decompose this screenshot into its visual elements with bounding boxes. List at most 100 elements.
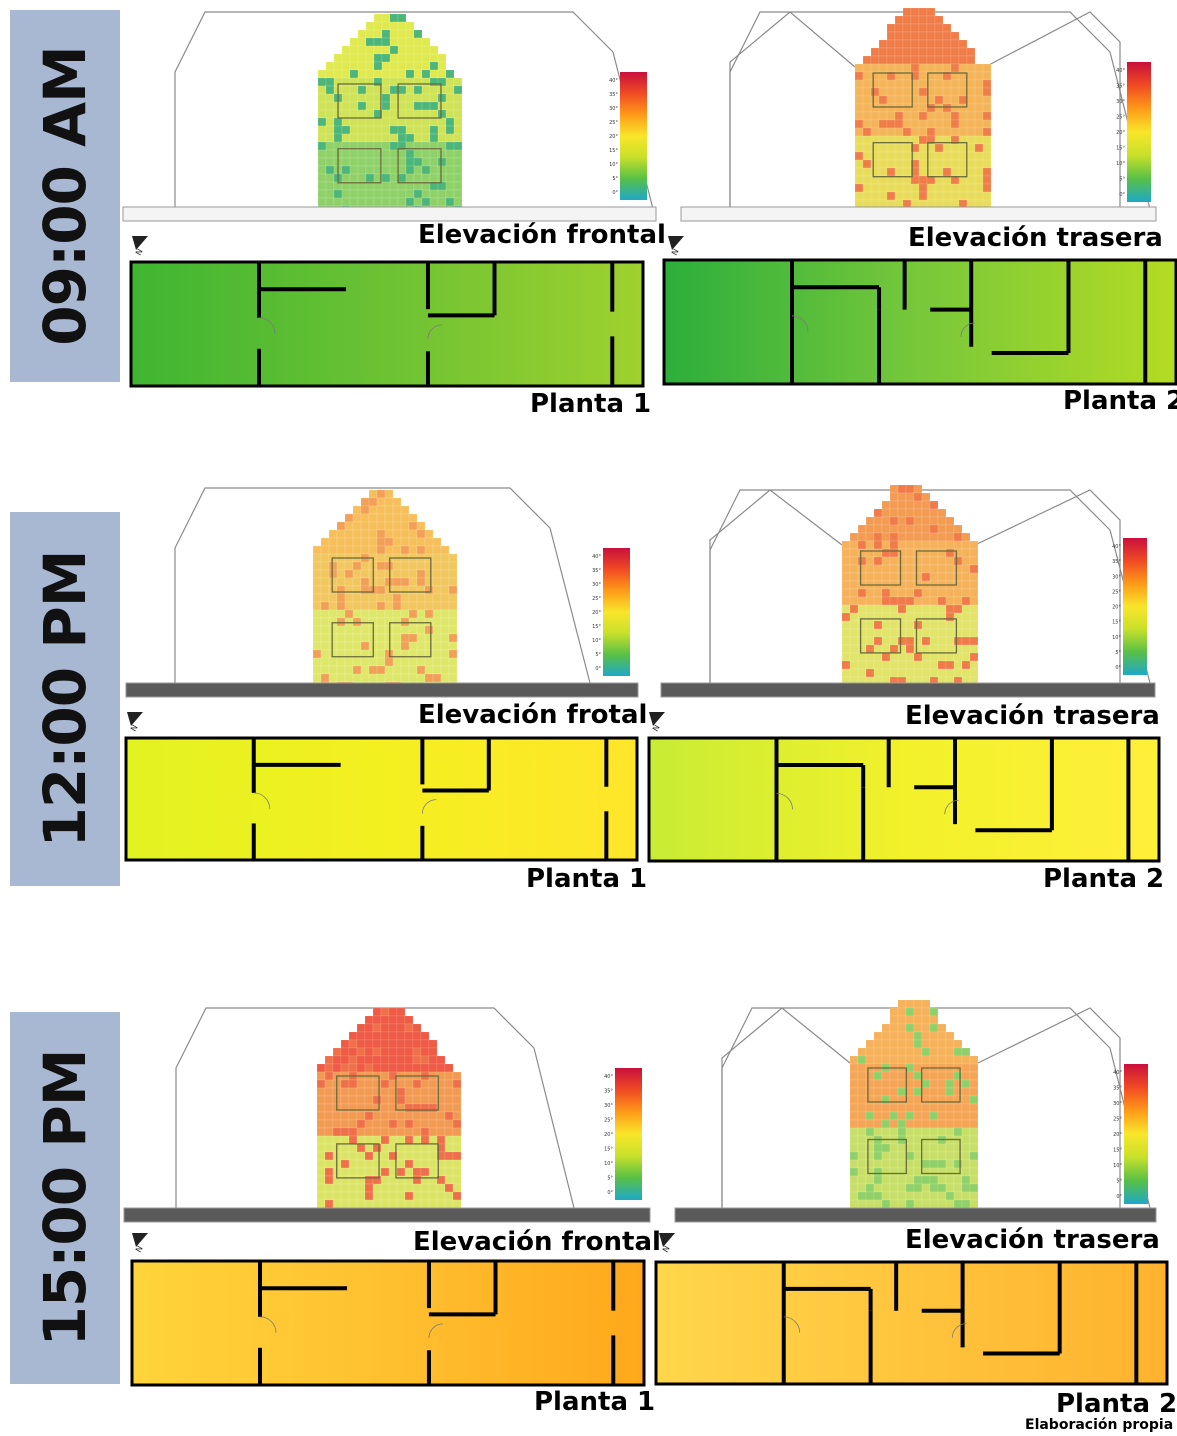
plan1-label-1200: Planta 1	[526, 864, 648, 894]
panel-1-rear-right-gable	[974, 489, 1121, 683]
panel-0-plan1-door-arcs	[258, 317, 442, 339]
panel-2-rear-scale-tick: 0°	[1116, 1194, 1122, 1200]
panel-0-rear-windows	[872, 72, 968, 178]
front-elevation-label-0900: Elevación frontal	[418, 220, 666, 250]
panel-1-front-scale-tick: 0°	[595, 666, 601, 672]
panel-2-front-scale-tick: 5°	[607, 1176, 613, 1182]
panel-2-front-scale-tick: 10°	[604, 1161, 613, 1167]
panel-0-rear-color-scale	[1127, 62, 1151, 202]
panel-2-plan2-floor-heatmap	[654, 1260, 1169, 1386]
plan1-label-0900: Planta 1	[530, 389, 652, 419]
credit-text: Elaboración propia	[1025, 1417, 1174, 1433]
rear-elevation-label-1500: Elevación trasera	[905, 1225, 1160, 1255]
panel-1-rear-scale-tick: 30°	[1112, 574, 1121, 580]
panel-1-front-ground-base	[125, 682, 639, 698]
panel-2-front-house-heatmap	[316, 1007, 462, 1209]
panel-0-rear-right-gable	[984, 11, 1121, 209]
panel-2-plan2-north-letter: N	[661, 1244, 672, 1254]
panel-1-rear-color-scale	[1123, 538, 1147, 675]
panel-1-front-house-heatmap	[312, 489, 458, 691]
panel-1-plan2-floor-heatmap	[647, 736, 1161, 863]
panel-2-rear-scale-tick: 30°	[1113, 1101, 1122, 1107]
panel-0-plan1-north-arrow-icon	[132, 236, 148, 250]
panel-0-plan2-floor-heatmap	[662, 258, 1177, 386]
panel-0-front-scale-tick: 5°	[612, 176, 618, 182]
panel-0-rear-scale-tick: 25°	[1116, 115, 1125, 121]
panel-2-plan2-door-arcs	[783, 1316, 967, 1338]
time-tab-1200: 12:00 PM	[10, 512, 120, 886]
panel-1-plan2-walls	[774, 738, 1131, 861]
panel-1-rear-scale-tick: 10°	[1112, 635, 1121, 641]
panel-1-rear-left-gable	[709, 489, 843, 683]
panel-0-rear-scale-tick: 5°	[1119, 177, 1125, 183]
panel-1-rear-scale-tick: 40°	[1112, 544, 1121, 550]
panel-2-plan1-door-arcs	[259, 1316, 443, 1338]
panel-2-rear-right-gable	[977, 1007, 1121, 1208]
panel-2: 40° 35° 30° 25° 20° 15° 10° 5° 0° 40° 35° 30° 25° 20°…	[123, 999, 1169, 1387]
panel-1-front-windows	[331, 557, 432, 658]
panel-0-front-ground-base	[122, 206, 657, 222]
panel-1-rear-scale-tick: 15°	[1112, 620, 1121, 626]
panel-0-plan2-north-letter: N	[670, 247, 681, 257]
panel-0-plan1-floor-heatmap	[129, 260, 645, 388]
panel-0-rear-scale-tick: 20°	[1116, 130, 1125, 136]
panel-2-front-scale-tick: 35°	[604, 1089, 613, 1095]
panel-0-front-windows	[337, 83, 442, 184]
panel-1-front-scale-tick: 5°	[595, 652, 601, 658]
time-tab-1500: 15:00 PM	[10, 1012, 120, 1384]
panel-0-front-scale-tick: 0°	[612, 190, 618, 196]
plan2-label-1500: Planta 2	[1056, 1389, 1177, 1419]
panel-2-rear-color-scale	[1124, 1064, 1148, 1204]
panel-0-rear-scale-tick: 0°	[1119, 192, 1125, 198]
panel-1-front-scale-tick: 35°	[592, 568, 601, 574]
panel-1-rear-house-heatmap	[841, 484, 979, 686]
panel-0-front-color-scale	[620, 72, 647, 200]
panel-2-front-scale-tick: 30°	[604, 1103, 613, 1109]
panel-1-rear-windows	[859, 550, 958, 654]
panel-1-front-color-scale	[603, 548, 630, 676]
panel-1-plan2-north-arrow-icon	[649, 712, 665, 726]
panel-1: 40° 35° 30° 25° 20° 15° 10° 5° 0° 40° 35° 30° 25° 20°…	[124, 484, 1161, 863]
panel-0-rear-house-heatmap	[854, 7, 992, 217]
panel-2-rear-scale-tick: 35°	[1113, 1086, 1122, 1092]
panel-1-plan2-door-arcs	[776, 792, 959, 815]
panel-0-plan1-walls	[257, 262, 615, 386]
panel-0-front-scale-tick: 35°	[609, 92, 618, 98]
panel-0-rear-ground-base	[680, 206, 1157, 222]
panel-2-front-color-scale	[615, 1068, 642, 1200]
panel-1-rear-scale-tick: 20°	[1112, 605, 1121, 611]
panel-0: 40° 35° 30° 25° 20° 15° 10° 5° 0° 40° 35° 30° 25° 20°…	[122, 7, 1177, 388]
panel-2-front-scale-tick: 25°	[604, 1118, 613, 1124]
panel-2-plan1-north-arrow-icon	[132, 1233, 148, 1247]
panel-0-front-scale-tick: 30°	[609, 106, 618, 112]
panel-1-rear-scale-tick: 25°	[1112, 589, 1121, 595]
panel-2-front-ground-base	[123, 1207, 651, 1223]
panel-2-rear-scale-tick: 5°	[1116, 1179, 1122, 1185]
panel-0-plan2-north-arrow-icon	[668, 236, 684, 250]
panel-0-plan2-door-arcs	[791, 315, 975, 337]
panel-1-front-scale-tick: 25°	[592, 596, 601, 602]
panel-1-rear-scale-tick: 5°	[1115, 650, 1121, 656]
panel-1-rear-scale-tick: 35°	[1112, 559, 1121, 565]
panel-2-rear-house-heatmap	[849, 999, 979, 1209]
panel-1-rear-ground-base	[660, 682, 1156, 698]
panel-2-plan2-walls	[781, 1262, 1139, 1384]
panel-1-plan1-floor-heatmap	[124, 736, 639, 862]
panel-2-front-scale-tick: 20°	[604, 1132, 613, 1138]
panel-1-plan2-north-letter: N	[651, 723, 662, 733]
panel-2-rear-ground-base	[674, 1207, 1157, 1223]
panel-1-plan1-north-arrow-icon	[127, 712, 143, 726]
panel-2-rear-windows	[867, 1067, 961, 1175]
panel-2-front-windows	[336, 1075, 439, 1179]
panel-1-rear-scale-tick: 0°	[1115, 665, 1121, 671]
panel-0-rear-scale-tick: 10°	[1116, 161, 1125, 167]
panel-2-rear-scale-tick: 40°	[1113, 1070, 1122, 1076]
panel-1-plan1-door-arcs	[253, 792, 437, 814]
panel-2-front-neighbour-outline	[175, 1007, 575, 1209]
panel-2-rear-left-gable	[721, 1007, 851, 1208]
panel-0-plan2-walls	[790, 260, 1148, 384]
panel-1-front-neighbour-outline	[174, 487, 591, 684]
time-tab-0900: 09:00 AM	[10, 10, 120, 382]
panel-0-rear-scale-tick: 35°	[1116, 84, 1125, 90]
